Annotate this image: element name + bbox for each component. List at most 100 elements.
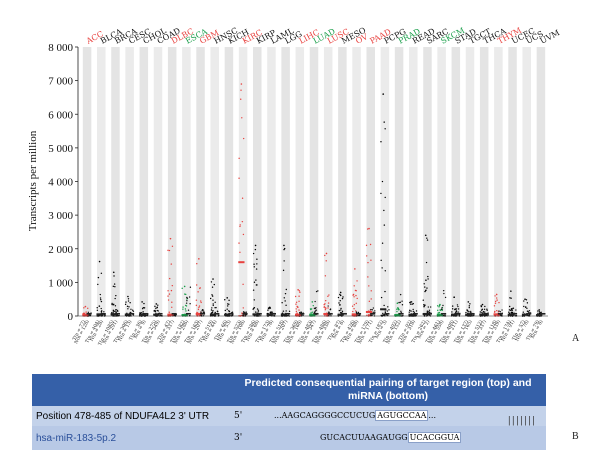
normal-point xyxy=(399,293,402,296)
normal-point xyxy=(412,310,415,313)
tumor-point xyxy=(97,276,100,279)
tumor-point xyxy=(382,314,384,316)
tumor-point xyxy=(156,306,158,308)
tumor-point xyxy=(240,89,242,91)
mirna-pairing-table: Predicted consequential pairing of targe… xyxy=(32,374,546,450)
tumor-point xyxy=(253,299,255,301)
normal-median-bar xyxy=(185,313,191,315)
normal-median-bar xyxy=(313,313,319,315)
tumor-point xyxy=(451,311,453,313)
normal-median-bar xyxy=(426,313,432,315)
normal-median-bar xyxy=(270,313,276,315)
y-axis: 0 1 000 2 000 3 000 4 000 5 000 6 000 7 000 8 00… xyxy=(48,42,548,323)
normal-point xyxy=(528,309,531,312)
normal-median-bar xyxy=(228,313,234,315)
normal-point xyxy=(145,314,147,316)
y-tick-label: 8 000 xyxy=(48,42,73,54)
tumor-point xyxy=(380,141,382,143)
tumor-point xyxy=(339,304,341,306)
tumor-median-bar xyxy=(224,313,231,316)
tumor-point xyxy=(171,245,174,247)
tumor-point xyxy=(200,301,202,304)
tumor-point xyxy=(253,266,255,268)
normal-point xyxy=(413,311,416,314)
band-ov xyxy=(352,47,361,316)
tumor-max-point xyxy=(424,234,427,237)
normal-median-bar xyxy=(511,313,518,315)
normal-point xyxy=(315,309,318,311)
tumor-point xyxy=(154,305,156,308)
tumor-point xyxy=(213,283,215,286)
target-sequence: 5' ...AAGCAGGGGCCUCUG AGUGCCAA... ||||||| xyxy=(230,406,546,426)
tumor-point xyxy=(325,260,327,262)
tumor-max-point xyxy=(268,306,271,309)
normal-point xyxy=(371,309,374,311)
normal-point xyxy=(188,296,191,298)
tumor-point xyxy=(351,305,354,307)
normal-point xyxy=(185,302,188,304)
five-prime-label: 5' xyxy=(234,411,243,421)
tumor-point xyxy=(425,261,428,264)
tumor-point xyxy=(523,305,525,308)
tumor-point xyxy=(370,259,372,261)
normal-point xyxy=(370,314,372,316)
tumor-point xyxy=(340,311,342,314)
tumor-point xyxy=(239,251,241,254)
tumor-median-bar xyxy=(450,313,458,316)
tumor-max-point xyxy=(240,83,243,85)
target-seed-sequence: AGUGCCAA xyxy=(375,410,429,421)
tumor-median-bar xyxy=(294,313,302,316)
tumor-point xyxy=(254,248,257,251)
tumor-point xyxy=(380,296,383,299)
tumor-point xyxy=(342,296,344,298)
tumor-point xyxy=(438,311,441,314)
tumor-point xyxy=(283,248,285,251)
normal-point xyxy=(429,306,432,308)
tumor-point xyxy=(409,301,411,304)
tumor-point xyxy=(242,307,244,309)
tumor-point xyxy=(382,312,384,315)
panel-label-b: B xyxy=(572,431,579,442)
tumor-point xyxy=(181,287,183,290)
normal-point xyxy=(116,314,119,316)
normal-median-bar xyxy=(355,313,362,315)
tumor-point xyxy=(466,309,468,311)
tumor-point xyxy=(295,310,298,313)
tumor-point xyxy=(366,228,369,230)
tumor-median-bar xyxy=(195,312,202,315)
normal-point xyxy=(457,311,459,313)
tumor-point xyxy=(397,307,400,310)
band-tgct xyxy=(465,47,475,316)
tumor-max-point xyxy=(84,305,87,308)
tumor-point xyxy=(141,307,144,310)
normal-median-bar xyxy=(242,313,248,315)
tumor-point xyxy=(255,279,257,281)
band-ucs xyxy=(522,47,531,316)
tumor-point xyxy=(354,289,357,292)
tumor-point xyxy=(324,254,326,257)
tumor-point xyxy=(479,311,481,313)
band-coad xyxy=(153,47,163,316)
tumor-median-bar xyxy=(422,312,429,315)
tumor-point xyxy=(239,225,241,228)
tumor-point xyxy=(184,308,187,310)
tumor-point xyxy=(195,299,198,301)
normal-point xyxy=(400,310,402,313)
tumor-point xyxy=(282,310,285,312)
tumor-point xyxy=(522,311,524,313)
y-tick-label: 4 000 xyxy=(48,177,73,189)
tumor-point xyxy=(427,278,429,280)
tumor-point xyxy=(467,310,469,312)
tumor-point xyxy=(383,121,385,123)
tumor-point xyxy=(298,295,300,297)
tumor-point xyxy=(368,300,371,303)
tumor-point xyxy=(127,308,129,310)
tumor-max-point xyxy=(141,301,143,303)
tumor-point xyxy=(268,307,270,310)
tumor-point xyxy=(228,299,230,302)
normal-point xyxy=(469,310,472,313)
normal-point xyxy=(428,311,430,313)
tumor-point xyxy=(436,305,439,307)
tumor-median-bar xyxy=(82,313,89,316)
tumor-point xyxy=(171,306,173,309)
